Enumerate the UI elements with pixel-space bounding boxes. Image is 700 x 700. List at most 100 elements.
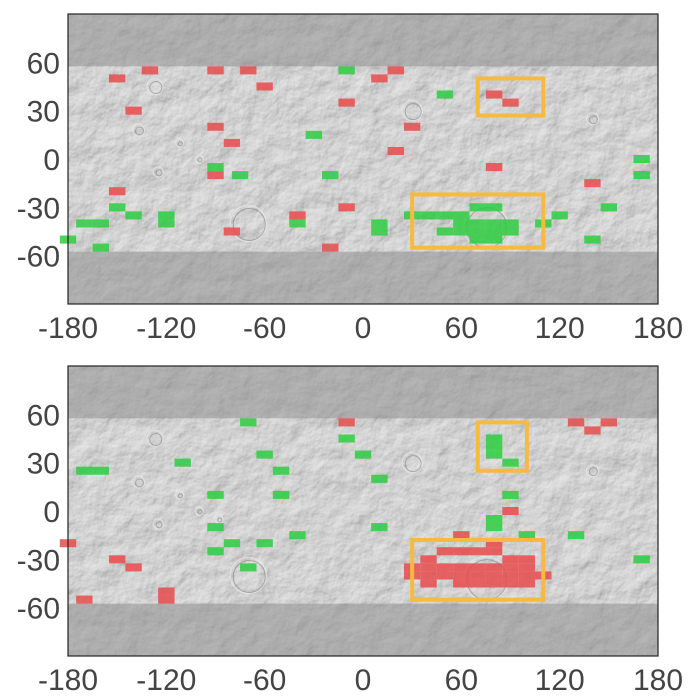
crater-feature [585, 111, 600, 126]
crater-shadow [404, 103, 422, 121]
crater-feature [152, 166, 164, 178]
crater-feature [174, 138, 185, 148]
red-cell [518, 579, 536, 588]
green-cell [158, 211, 175, 220]
green-cell [371, 227, 388, 236]
green-cell [371, 219, 388, 228]
north-polar-band [68, 366, 658, 419]
green-cell [485, 219, 503, 228]
red-cell [256, 82, 273, 91]
green-cell [453, 211, 470, 220]
red-cell [584, 426, 601, 435]
red-cell [420, 579, 437, 588]
green-cell [354, 450, 372, 459]
green-cell [207, 163, 224, 172]
highlight-box [410, 192, 546, 250]
red-cell [207, 122, 224, 131]
green-cell [92, 466, 109, 475]
green-cell [485, 442, 503, 451]
green-cell [272, 490, 290, 499]
y-tick-label: -30 [17, 192, 60, 225]
red-cell [436, 571, 454, 580]
y-tick-label: -60 [17, 593, 60, 626]
red-cell [567, 418, 585, 427]
red-cell [453, 571, 470, 580]
red-cell [469, 579, 486, 588]
green-cell [453, 219, 470, 228]
x-tick-label: 120 [535, 312, 585, 345]
green-cell [469, 227, 486, 236]
red-cell [141, 66, 159, 75]
x-tick-label: 60 [445, 312, 478, 345]
red-cell [240, 66, 257, 75]
red-cell [289, 211, 306, 220]
green-cell [502, 227, 519, 236]
red-cell [108, 74, 126, 83]
red-cell [207, 66, 224, 75]
green-cell [502, 490, 519, 499]
crater-shadow [588, 467, 598, 477]
x-tick-label: 60 [445, 664, 478, 697]
green-cell [469, 219, 486, 228]
crater-shadow [177, 493, 183, 499]
green-cell [485, 203, 503, 212]
red-cell [469, 571, 486, 580]
red-cell [125, 563, 142, 572]
y-tick-label: 60 [27, 47, 60, 80]
green-cell [371, 523, 388, 532]
crater-feature [194, 154, 204, 164]
red-cell [469, 547, 486, 556]
red-cell [420, 555, 437, 564]
red-cell [518, 571, 536, 580]
green-cell [92, 219, 109, 228]
y-tick-label: 30 [27, 448, 60, 481]
red-cell [403, 122, 421, 131]
x-tick-label: -60 [243, 664, 286, 697]
red-cell [108, 555, 126, 564]
y-tick-label: 0 [43, 496, 60, 529]
green-cell [231, 171, 249, 180]
red-cell [485, 90, 503, 99]
red-cell [158, 587, 175, 596]
green-cell [453, 227, 470, 236]
x-tick-label: -180 [38, 312, 98, 345]
x-tick-label: 120 [535, 664, 585, 697]
red-cell [108, 187, 126, 196]
green-cell [600, 203, 618, 212]
crater-shadow [197, 509, 203, 515]
green-cell [108, 203, 126, 212]
red-cell [223, 227, 241, 236]
red-cell [436, 563, 454, 572]
green-cell [518, 531, 536, 540]
red-cell [436, 547, 454, 556]
red-cell [207, 171, 224, 180]
green-cell [289, 531, 306, 540]
red-cell [420, 563, 437, 572]
green-cell [420, 211, 437, 220]
red-cell [584, 179, 601, 188]
crater-feature [194, 506, 204, 516]
green-cell [76, 466, 93, 475]
x-tick-label: -120 [136, 664, 196, 697]
y-tick-label: 30 [27, 96, 60, 129]
crater-shadow [232, 559, 266, 593]
green-cell [469, 203, 486, 212]
crater-feature [229, 556, 268, 595]
red-cell [502, 98, 519, 107]
crater-shadow [155, 169, 163, 177]
red-cell [371, 74, 388, 83]
green-cell [272, 466, 290, 475]
green-cell [125, 211, 142, 220]
map-background [68, 14, 658, 304]
green-cell [485, 523, 503, 532]
y-tick-label: 0 [43, 144, 60, 177]
red-cell [485, 571, 503, 580]
red-cell [125, 106, 142, 115]
green-cell [485, 235, 503, 244]
crater-shadow [404, 455, 422, 473]
green-cell [256, 450, 273, 459]
green-cell [240, 563, 257, 572]
red-cell [420, 571, 437, 580]
highlight-box [475, 420, 529, 473]
green-cell [584, 235, 601, 244]
